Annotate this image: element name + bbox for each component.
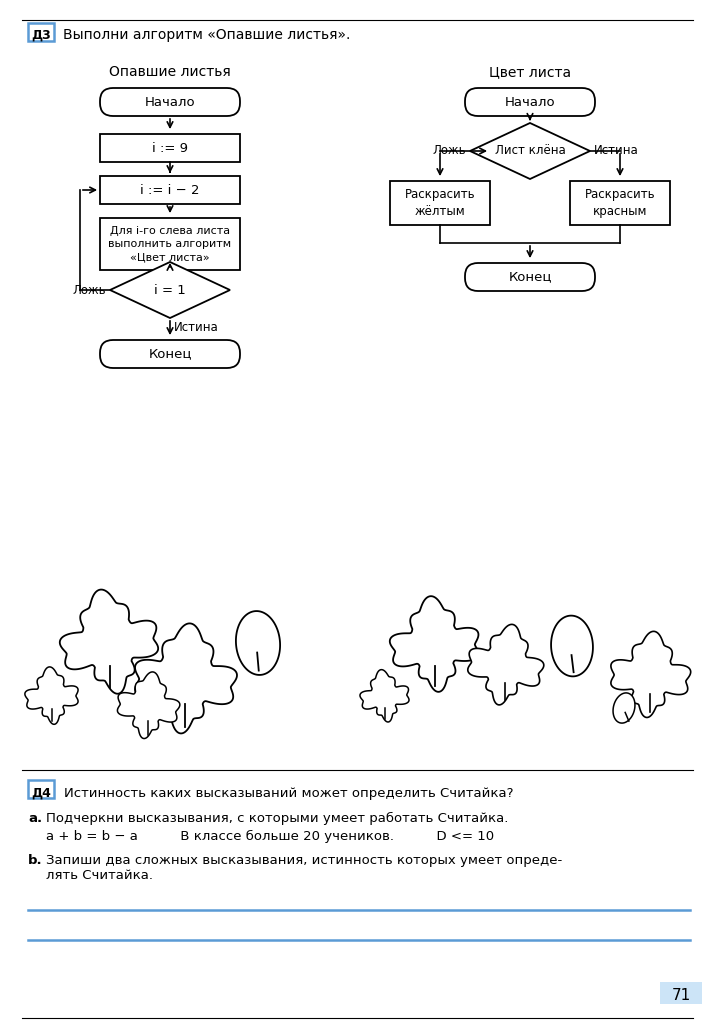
FancyBboxPatch shape <box>100 88 240 116</box>
Polygon shape <box>60 590 158 693</box>
Polygon shape <box>236 611 280 675</box>
Text: Истина: Истина <box>174 321 219 334</box>
Text: Д4: Д4 <box>31 786 51 800</box>
Text: Ложь: Ложь <box>72 284 106 297</box>
Text: Цвет листа: Цвет листа <box>489 65 571 79</box>
Text: Лист клёна: Лист клёна <box>495 144 566 158</box>
Bar <box>660 982 702 1004</box>
Text: b.: b. <box>28 854 43 867</box>
FancyBboxPatch shape <box>100 340 240 368</box>
Bar <box>100 218 240 270</box>
Text: Ложь: Ложь <box>433 144 466 158</box>
Text: i := i − 2: i := i − 2 <box>140 183 199 197</box>
Text: i = 1: i = 1 <box>154 284 186 297</box>
Text: Запиши два сложных высказывания, истинность которых умеет опреде-
лять Считайка.: Запиши два сложных высказывания, истинно… <box>46 854 562 882</box>
Text: Конец: Конец <box>508 270 552 284</box>
Polygon shape <box>25 667 78 724</box>
Polygon shape <box>613 693 635 723</box>
Polygon shape <box>470 123 590 179</box>
FancyBboxPatch shape <box>465 88 595 116</box>
Bar <box>390 181 490 225</box>
Text: Раскрасить
жёлтым: Раскрасить жёлтым <box>405 188 475 218</box>
Polygon shape <box>117 672 180 738</box>
Text: Выполни алгоритм «Опавшие листья».: Выполни алгоритм «Опавшие листья». <box>63 28 350 42</box>
Polygon shape <box>390 596 478 692</box>
Text: Раскрасить
красным: Раскрасить красным <box>585 188 656 218</box>
Text: Начало: Начало <box>144 95 195 109</box>
Text: Конец: Конец <box>148 347 192 360</box>
Bar <box>570 181 670 225</box>
Text: Д3: Д3 <box>31 29 51 42</box>
Text: Истина: Истина <box>594 144 638 158</box>
Polygon shape <box>611 632 691 718</box>
Bar <box>100 134 240 162</box>
Polygon shape <box>360 670 409 722</box>
Polygon shape <box>110 262 230 318</box>
Text: 71: 71 <box>671 988 691 1004</box>
Polygon shape <box>551 615 593 677</box>
Bar <box>100 176 240 204</box>
Polygon shape <box>135 624 237 733</box>
Text: Начало: Начало <box>505 95 556 109</box>
Text: Опавшие листья: Опавшие листья <box>109 65 231 79</box>
Text: a + b = b − a          В классе больше 20 учеников.          D <= 10: a + b = b − a В классе больше 20 ученико… <box>46 830 494 843</box>
Bar <box>28 23 54 41</box>
Text: Истинность каких высказываний может определить Считайка?: Истинность каких высказываний может опре… <box>64 786 513 800</box>
FancyBboxPatch shape <box>465 263 595 291</box>
Polygon shape <box>468 625 544 705</box>
Bar <box>28 780 54 798</box>
Text: Для i-го слева листа
выполнить алгоритм
«Цвет листа»: Для i-го слева листа выполнить алгоритм … <box>109 225 232 262</box>
Text: Подчеркни высказывания, с которыми умеет работать Считайка.: Подчеркни высказывания, с которыми умеет… <box>46 812 508 825</box>
Text: i := 9: i := 9 <box>152 141 188 155</box>
Text: а.: а. <box>28 812 42 825</box>
